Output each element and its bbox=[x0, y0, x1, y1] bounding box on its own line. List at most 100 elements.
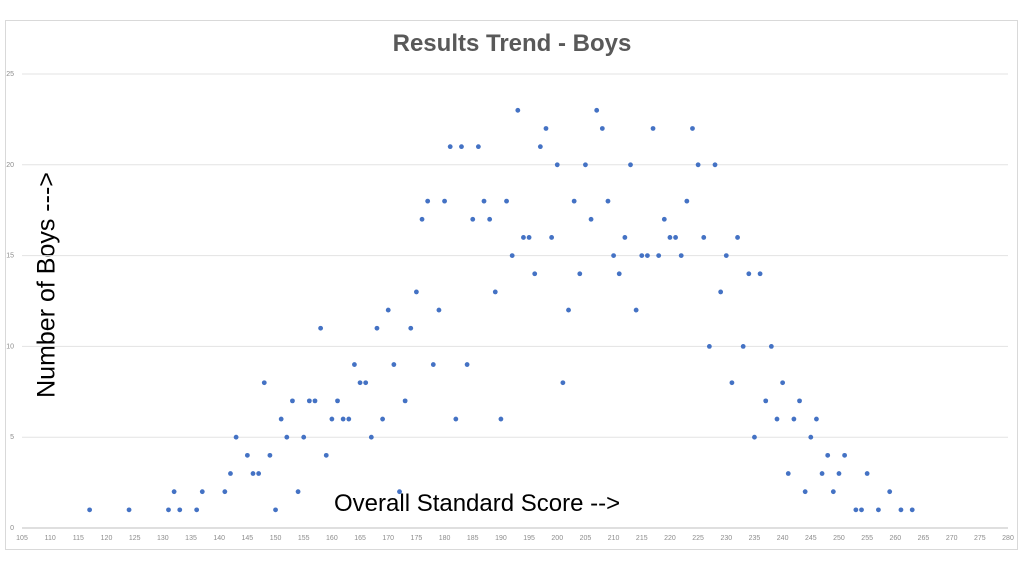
data-point bbox=[453, 416, 459, 422]
x-tick-label: 250 bbox=[833, 535, 845, 542]
data-point bbox=[335, 398, 340, 404]
x-tick-label: 190 bbox=[495, 535, 507, 542]
data-point bbox=[273, 507, 278, 513]
data-point bbox=[419, 216, 425, 222]
data-point bbox=[735, 235, 740, 240]
data-point bbox=[594, 107, 600, 113]
data-point bbox=[532, 271, 538, 277]
x-tick-label: 135 bbox=[185, 535, 197, 542]
x-tick-label: 170 bbox=[382, 535, 394, 542]
x-tick-label: 130 bbox=[157, 535, 169, 542]
x-tick-label: 215 bbox=[636, 535, 648, 542]
data-point bbox=[537, 144, 543, 150]
data-point bbox=[380, 416, 385, 422]
data-point bbox=[650, 126, 656, 131]
data-point bbox=[853, 507, 859, 513]
data-point bbox=[301, 434, 307, 440]
data-point bbox=[605, 198, 611, 204]
data-point bbox=[481, 198, 487, 204]
data-point bbox=[194, 507, 200, 513]
data-point bbox=[774, 416, 780, 422]
data-point bbox=[690, 126, 695, 131]
data-point bbox=[357, 380, 363, 386]
x-tick-label: 200 bbox=[551, 535, 563, 542]
data-point bbox=[723, 253, 729, 258]
y-tick-label: 0 bbox=[10, 525, 14, 532]
data-point bbox=[312, 398, 318, 404]
data-point bbox=[526, 235, 532, 240]
x-tick-label: 260 bbox=[889, 535, 901, 542]
data-point bbox=[543, 126, 549, 131]
x-tick-label: 255 bbox=[861, 535, 873, 542]
data-point bbox=[425, 198, 431, 204]
data-point bbox=[887, 489, 893, 495]
data-point bbox=[718, 289, 724, 295]
x-tick-label: 150 bbox=[270, 535, 282, 542]
data-point bbox=[763, 398, 769, 404]
data-point bbox=[521, 235, 526, 240]
chart-frame bbox=[5, 20, 1018, 550]
data-point bbox=[909, 507, 915, 513]
data-point bbox=[256, 471, 262, 476]
data-point bbox=[566, 307, 571, 313]
x-tick-label: 235 bbox=[749, 535, 761, 542]
y-tick-label: 20 bbox=[6, 162, 14, 169]
data-point bbox=[447, 144, 453, 150]
data-point bbox=[695, 162, 701, 168]
data-point bbox=[475, 144, 481, 150]
data-point bbox=[577, 271, 583, 277]
data-point bbox=[701, 235, 707, 240]
data-point bbox=[785, 471, 791, 476]
data-point bbox=[346, 416, 352, 422]
data-point bbox=[588, 216, 594, 222]
data-point bbox=[560, 380, 566, 386]
data-point bbox=[645, 253, 650, 258]
x-tick-label: 120 bbox=[101, 535, 113, 542]
x-tick-label: 220 bbox=[664, 535, 676, 542]
data-point bbox=[177, 507, 183, 513]
x-tick-label: 155 bbox=[298, 535, 310, 542]
x-tick-label: 180 bbox=[439, 535, 451, 542]
data-point bbox=[639, 253, 645, 258]
x-tick-label: 265 bbox=[918, 535, 930, 542]
data-point bbox=[797, 398, 802, 404]
data-point bbox=[515, 107, 521, 113]
data-point bbox=[819, 471, 825, 476]
data-point bbox=[678, 253, 684, 258]
data-point bbox=[414, 289, 419, 295]
x-tick-label: 165 bbox=[354, 535, 366, 542]
data-point bbox=[746, 271, 752, 277]
data-point bbox=[487, 216, 493, 222]
data-point bbox=[374, 325, 380, 331]
data-point bbox=[459, 144, 464, 150]
y-tick-label: 15 bbox=[6, 253, 14, 260]
data-point bbox=[876, 507, 881, 513]
data-point bbox=[222, 489, 228, 495]
x-tick-label: 225 bbox=[692, 535, 704, 542]
data-point bbox=[661, 216, 667, 222]
chart-title: Results Trend - Boys bbox=[392, 30, 632, 57]
data-point bbox=[87, 507, 93, 513]
x-tick-label: 210 bbox=[608, 535, 620, 542]
x-tick-label: 270 bbox=[946, 535, 958, 542]
x-tick-label: 230 bbox=[720, 535, 732, 542]
data-point bbox=[509, 253, 515, 258]
data-point bbox=[656, 253, 662, 258]
x-tick-label: 185 bbox=[467, 535, 479, 542]
data-point bbox=[295, 489, 301, 495]
data-point bbox=[498, 416, 504, 422]
data-point bbox=[363, 380, 369, 386]
data-point bbox=[233, 434, 239, 440]
data-point bbox=[504, 198, 509, 204]
x-tick-label: 115 bbox=[73, 535, 84, 542]
x-tick-label: 110 bbox=[45, 535, 56, 542]
data-point bbox=[583, 162, 588, 168]
data-point bbox=[622, 235, 628, 240]
data-point bbox=[228, 471, 233, 476]
x-tick-label: 240 bbox=[777, 535, 789, 542]
data-point bbox=[571, 198, 577, 204]
data-point bbox=[814, 416, 819, 422]
data-point bbox=[864, 471, 870, 476]
data-point bbox=[768, 344, 774, 349]
